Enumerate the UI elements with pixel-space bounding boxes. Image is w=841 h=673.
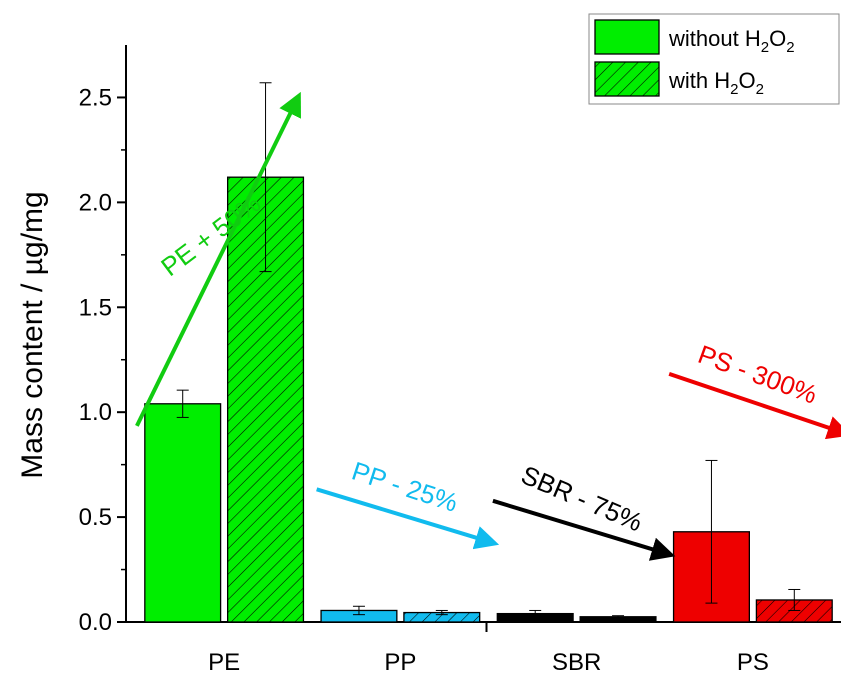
y-tick-label: 0.0 (79, 609, 112, 636)
y-axis-label: Mass content / µg/mg (16, 191, 49, 478)
x-tick-label: SBR (552, 649, 601, 673)
annotation-label: PP - 25% (348, 456, 461, 518)
legend-swatch-solid (594, 19, 660, 55)
annotation-arrow (668, 371, 841, 440)
annotation-label: PS - 300% (694, 339, 821, 410)
y-tick-label: 1.0 (79, 399, 112, 426)
y-tick-label: 1.5 (79, 294, 112, 321)
x-tick-label: PS (737, 649, 769, 673)
y-tick-label: 2.0 (79, 189, 112, 216)
annotation-arrow (135, 91, 301, 427)
bar-pe-solid (144, 403, 222, 623)
annotation-arrow (492, 498, 676, 561)
legend-entry-solid: without H2O2 (668, 26, 795, 56)
x-tick-label: PE (208, 649, 240, 673)
y-tick-label: 0.5 (79, 504, 112, 531)
y-tick-label: 2.5 (79, 84, 112, 111)
annotation-label: SBR - 75% (517, 460, 647, 538)
annotation-arrow (316, 487, 500, 550)
legend-swatch-hatched (594, 61, 660, 97)
legend: without H2O2 with H2O2 (588, 13, 840, 105)
x-tick-label: PP (384, 649, 416, 673)
legend-entry-hatched: with H2O2 (668, 68, 764, 98)
